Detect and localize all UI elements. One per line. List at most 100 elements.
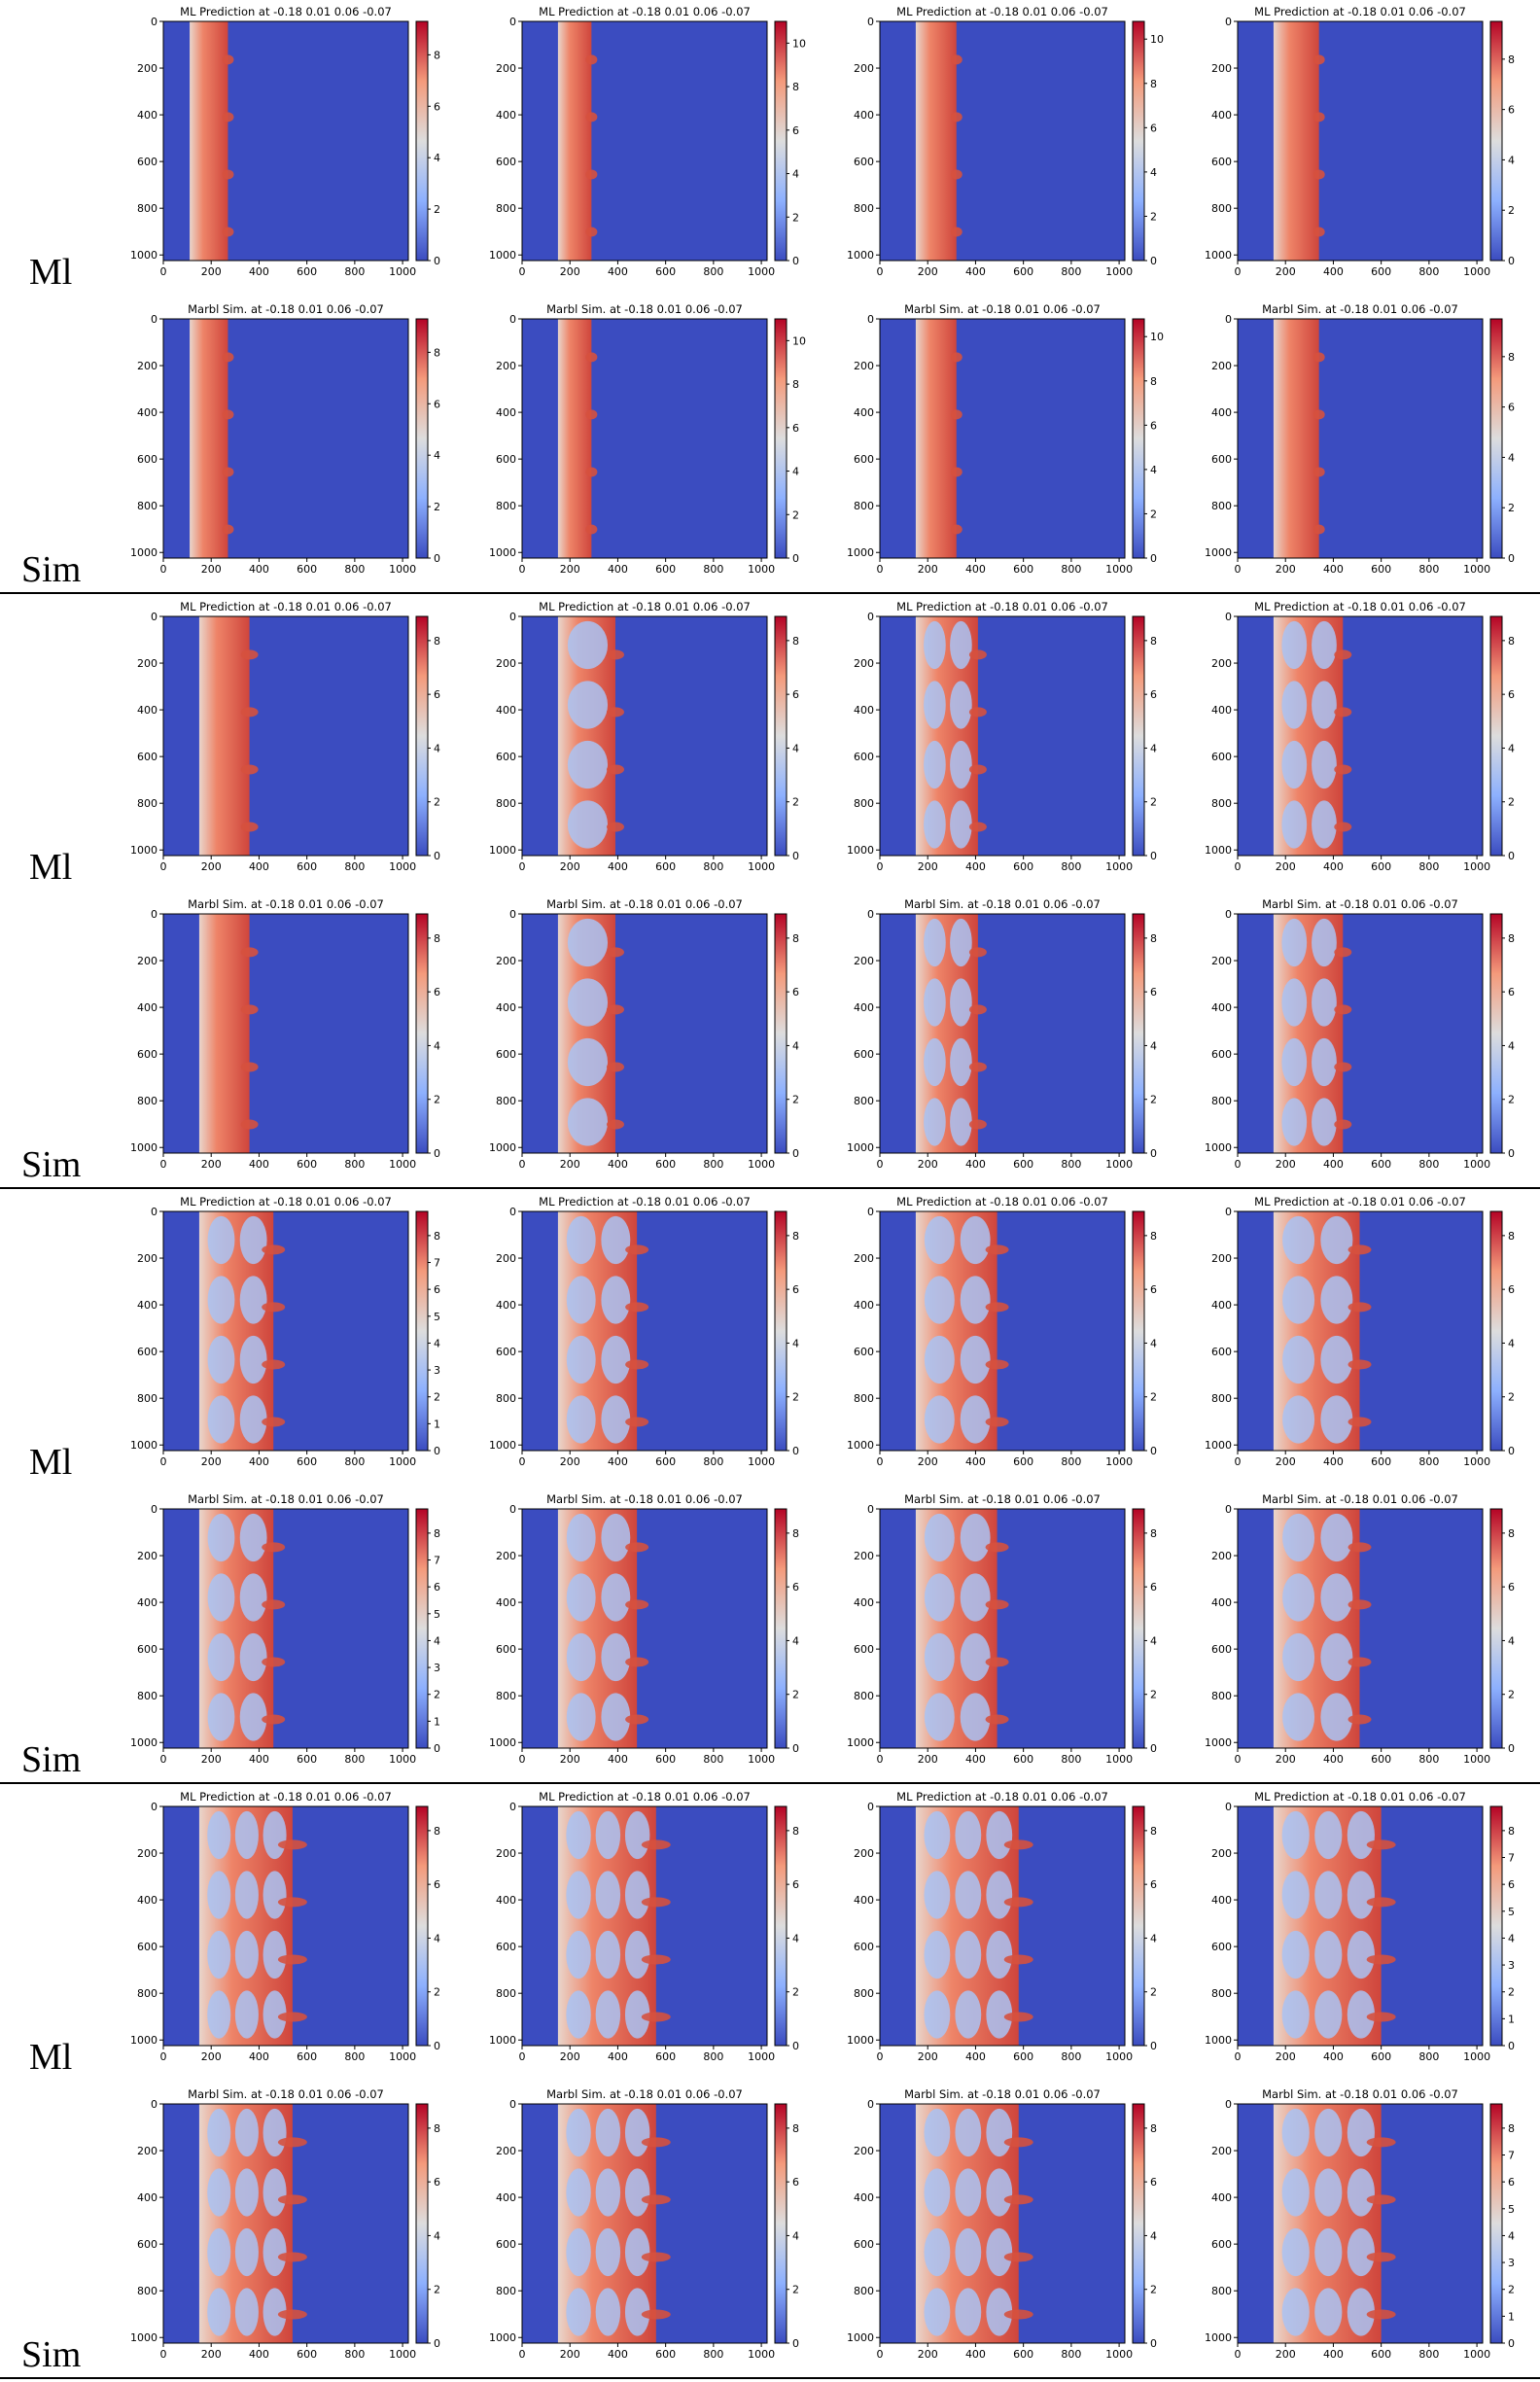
colorbar-tick-label: 4: [1508, 1337, 1515, 1349]
colorbar-tick-label: 0: [434, 2040, 440, 2052]
y-tick-label: 600: [496, 156, 516, 168]
y-tick-label: 200: [1211, 1550, 1232, 1562]
bubble-cell: [239, 1693, 267, 1741]
front-spike: [950, 112, 962, 123]
y-tick-label: 400: [854, 1299, 874, 1312]
x-tick-label: 800: [703, 2348, 723, 2361]
front-spike: [1348, 1599, 1372, 1610]
colorbar-tick-label: 0: [434, 2337, 440, 2350]
bubble-cell: [1320, 1632, 1353, 1682]
x-tick-label: 200: [560, 563, 580, 576]
bubble-cell: [262, 2227, 287, 2277]
plot-frame: [879, 615, 1126, 857]
bubble-cell: [924, 1215, 955, 1265]
bubble-cell: [601, 1693, 631, 1741]
y-tick-label: 200: [496, 2145, 516, 2157]
bubble-cell: [955, 2227, 982, 2277]
y-tick-label: 1000: [130, 1736, 158, 1749]
panel-title: Marbl Sim. at -0.18 0.01 0.06 -0.07: [1262, 897, 1458, 911]
plot-frame: [162, 1805, 409, 2047]
y-tick-label: 0: [151, 611, 158, 623]
panel-title: Marbl Sim. at -0.18 0.01 0.06 -0.07: [904, 897, 1101, 911]
x-tick-label: 400: [249, 1455, 269, 1468]
y-tick-label: 0: [867, 611, 874, 623]
colorbar-tick-label: 2: [434, 2284, 440, 2296]
y-tick-label: 0: [151, 1503, 158, 1516]
x-tick-label: 800: [344, 1158, 365, 1171]
y-tick-label: 600: [496, 751, 516, 763]
front-spike: [641, 1839, 671, 1850]
y-tick-label: 200: [496, 657, 516, 670]
panel-ml-g4-c1: ML Prediction at -0.18 0.01 0.06 -0.07 0 2…: [130, 1790, 440, 2063]
colorbar-tick-label: 5: [1508, 2203, 1515, 2216]
colorbar-tick-label: 8: [792, 1527, 799, 1540]
panel-ml-g3-c2: ML Prediction at -0.18 0.01 0.06 -0.07 0 2…: [489, 1195, 799, 1468]
x-tick-label: 600: [1371, 1753, 1391, 1766]
y-tick-label: 600: [1211, 2238, 1232, 2251]
x-tick-label: 1000: [748, 1753, 775, 1766]
y-tick-label: 800: [496, 1095, 516, 1107]
y-tick-label: 400: [137, 2191, 158, 2204]
x-tick-label: 600: [297, 563, 317, 576]
x-tick-label: 200: [918, 1753, 938, 1766]
y-tick-label: 600: [854, 2238, 874, 2251]
bubble-cell: [1320, 1573, 1353, 1622]
x-tick-label: 800: [703, 1158, 723, 1171]
plot-frame: [879, 318, 1126, 559]
colorbar-tick-label: 8: [1150, 1825, 1157, 1838]
x-tick-label: 200: [201, 1753, 222, 1766]
x-tick-label: 400: [965, 1158, 986, 1171]
y-tick-label: 0: [867, 1801, 874, 1813]
panel-title: ML Prediction at -0.18 0.01 0.06 -0.07: [1254, 5, 1466, 18]
front-spike: [641, 2137, 671, 2148]
front-spike: [1348, 1542, 1372, 1553]
colorbar-tick-label: 6: [792, 688, 799, 701]
colorbar-tick-label: 6: [434, 688, 440, 701]
colorbar-tick-label: 6: [1150, 1878, 1157, 1891]
bubble-cell: [262, 2288, 287, 2336]
panel-title: ML Prediction at -0.18 0.01 0.06 -0.07: [896, 5, 1108, 18]
colorbar-tick-label: 0: [1508, 1445, 1515, 1457]
y-tick-label: 600: [496, 1048, 516, 1061]
plot-frame: [1237, 1508, 1484, 1749]
x-tick-label: 800: [703, 2050, 723, 2063]
bubble-cell: [207, 1990, 231, 2039]
front-spike: [1312, 112, 1325, 123]
x-tick-label: 400: [965, 2348, 986, 2361]
x-tick-label: 0: [1235, 2348, 1242, 2361]
bubble-cell: [262, 1810, 287, 1860]
x-tick-label: 400: [608, 860, 628, 873]
x-tick-label: 400: [1323, 1455, 1344, 1468]
bubble-cell: [950, 918, 972, 967]
bubble-cell: [986, 1930, 1013, 1979]
x-tick-label: 1000: [1105, 1158, 1133, 1171]
bubble-cell: [1320, 1276, 1353, 1324]
x-tick-label: 1000: [1105, 265, 1133, 278]
y-tick-label: 400: [1211, 1894, 1232, 1907]
front-spike: [240, 1004, 259, 1015]
front-spike: [985, 1302, 1009, 1313]
bubble-cell: [1312, 1037, 1337, 1087]
panel-sim-g4-c4: Marbl Sim. at -0.18 0.01 0.06 -0.070 200 4…: [1205, 2087, 1515, 2361]
colorbar-tick-label: 6: [1508, 402, 1515, 414]
panel-sim-g2-c1: Marbl Sim. at -0.18 0.01 0.06 -0.070 200 4…: [130, 897, 440, 1171]
colorbar-tick-label: 4: [1150, 1039, 1157, 1052]
front-spike: [1312, 227, 1325, 237]
x-tick-label: 1000: [748, 860, 775, 873]
front-spike: [262, 1657, 286, 1667]
x-tick-label: 1000: [389, 2348, 416, 2361]
x-tick-label: 0: [160, 2348, 167, 2361]
colorbar: [415, 1210, 429, 1452]
front-spike: [222, 54, 234, 65]
panel-ml-g2-c3: ML Prediction at -0.18 0.01 0.06 -0.07 0 2…: [847, 600, 1157, 873]
x-tick-label: 200: [918, 563, 938, 576]
x-tick-label: 400: [1323, 2050, 1344, 2063]
plot-frame: [162, 1210, 409, 1452]
y-tick-label: 0: [1225, 611, 1232, 623]
x-tick-label: 200: [201, 1158, 222, 1171]
bubble-cell: [1282, 1335, 1315, 1384]
y-tick-label: 400: [1211, 406, 1232, 419]
x-tick-label: 0: [877, 1753, 884, 1766]
bubble-cell: [624, 1990, 650, 2039]
x-tick-label: 1000: [389, 1158, 416, 1171]
